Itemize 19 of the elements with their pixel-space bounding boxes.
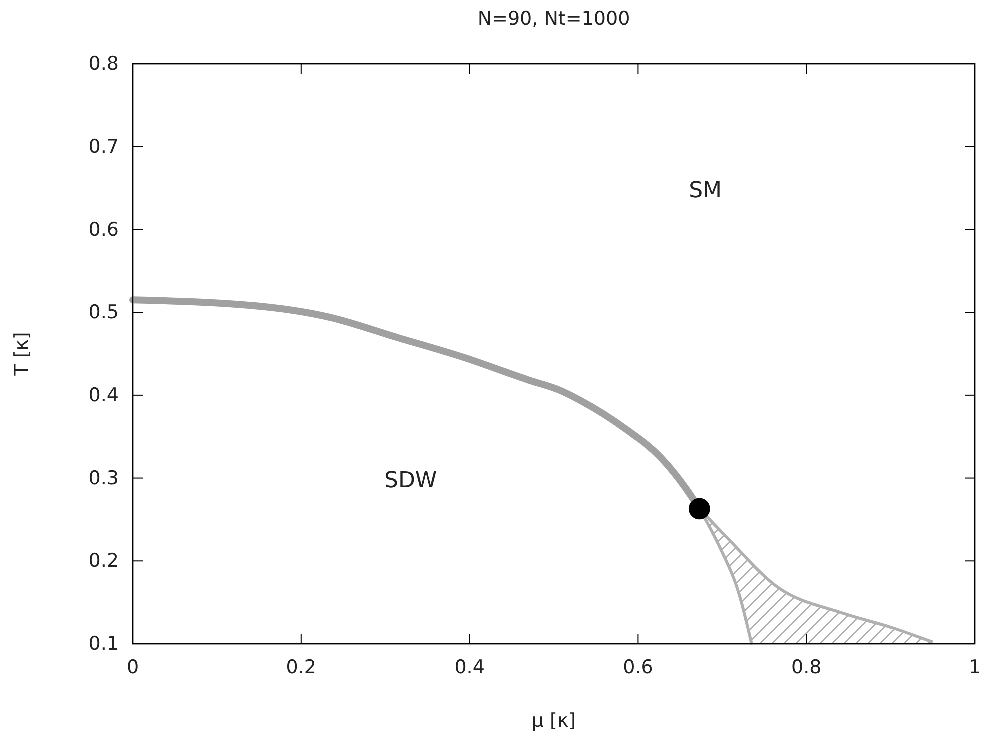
y-tick-label: 0.2: [88, 550, 119, 572]
y-tick-label: 0.1: [88, 633, 119, 656]
y-axis-title: T [κ]: [11, 332, 33, 377]
x-tick-label: 0.6: [623, 656, 654, 678]
y-tick-label: 0.3: [88, 467, 119, 490]
y-tick-label: 0.6: [88, 218, 119, 241]
y-tick-label: 0.5: [88, 302, 119, 324]
chart-title: N=90, Nt=1000: [478, 8, 630, 30]
x-tick-label: 1: [968, 656, 982, 678]
y-tick-label: 0.4: [88, 384, 119, 407]
x-tick-label: 0: [126, 656, 140, 678]
y-tick-label: 0.8: [88, 53, 119, 76]
annotation: SDW: [384, 468, 438, 494]
x-tick-label: 0.2: [286, 656, 317, 678]
x-axis-title: μ [κ]: [532, 710, 576, 732]
annotation: SM: [689, 178, 722, 204]
x-tick-label: 0.4: [454, 656, 485, 678]
y-tick-label: 0.7: [88, 136, 119, 158]
x-tick-label: 0.8: [791, 656, 822, 678]
